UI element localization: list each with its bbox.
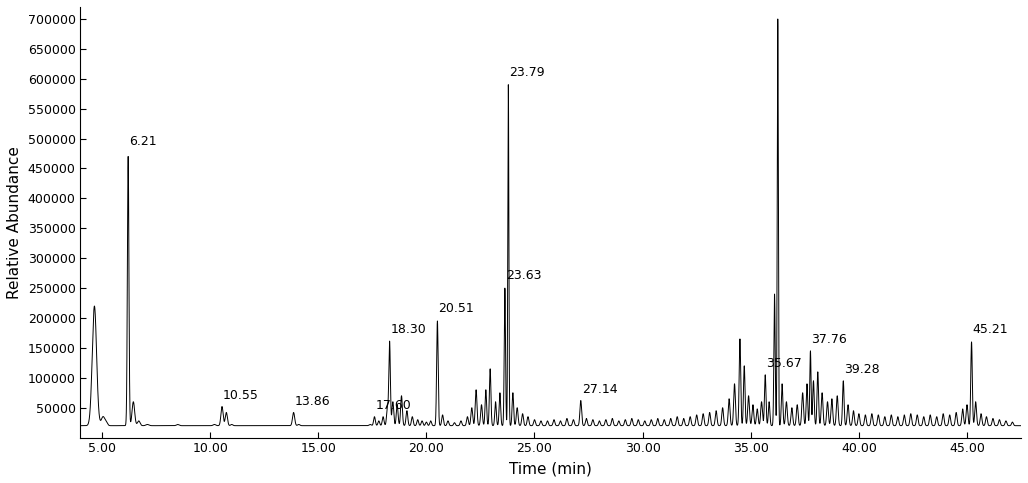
- Text: 37.76: 37.76: [811, 333, 847, 346]
- Text: 10.55: 10.55: [223, 389, 259, 402]
- Text: 20.51: 20.51: [439, 302, 474, 315]
- Text: 45.21: 45.21: [972, 323, 1008, 336]
- Text: 39.28: 39.28: [844, 363, 880, 376]
- Y-axis label: Relative Abundance: Relative Abundance: [7, 146, 22, 298]
- Text: 13.86: 13.86: [295, 395, 330, 408]
- Text: 35.67: 35.67: [766, 357, 802, 370]
- Text: 6.21: 6.21: [130, 135, 157, 147]
- X-axis label: Time (min): Time (min): [509, 461, 592, 476]
- Text: 18.30: 18.30: [391, 323, 427, 336]
- Text: 23.79: 23.79: [510, 66, 545, 79]
- Text: 23.63: 23.63: [506, 269, 542, 282]
- Text: 27.14: 27.14: [582, 383, 618, 396]
- Text: 17.60: 17.60: [375, 399, 411, 412]
